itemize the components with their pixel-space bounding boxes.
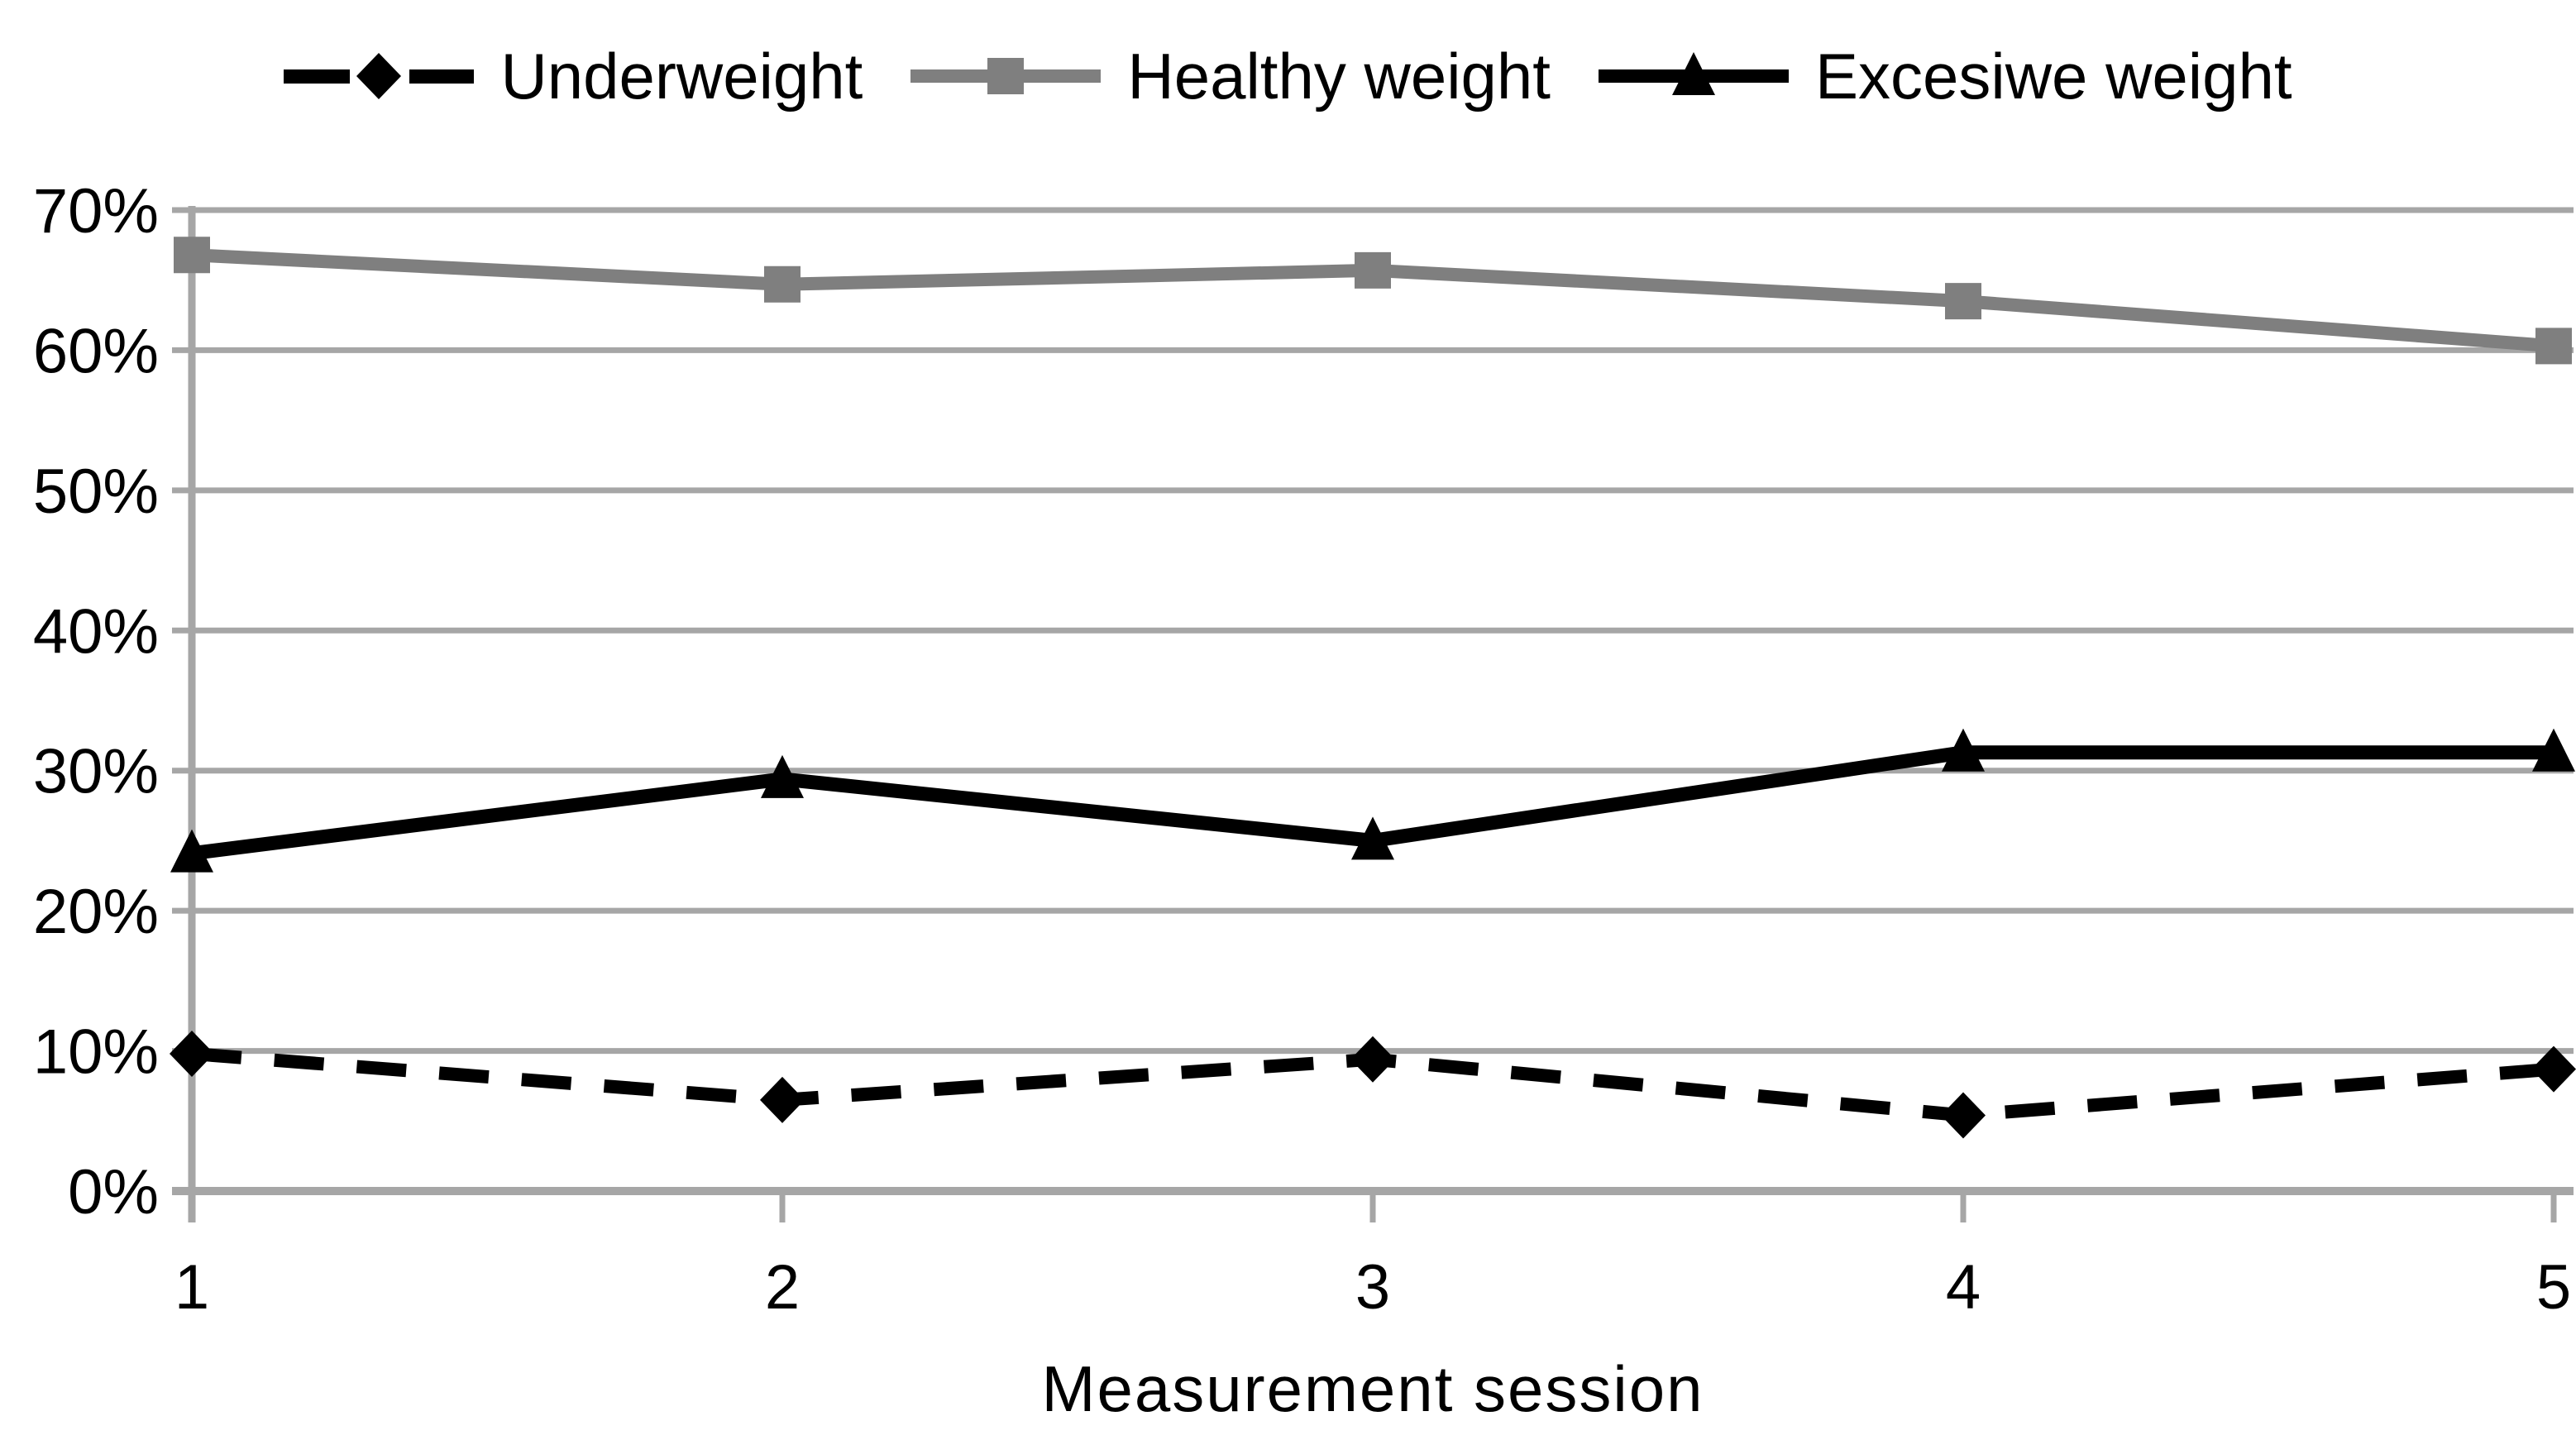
diamond-marker-icon: [1941, 1092, 1986, 1139]
x-axis-tick-label: 2: [765, 1252, 800, 1323]
triangle-marker-icon: [1942, 728, 1985, 772]
triangle-marker-icon: [170, 829, 213, 873]
square-marker-icon: [1945, 283, 1981, 320]
chart-legend: Underweight Healthy weight Excesiwe weig…: [0, 31, 2576, 121]
legend-dash: [284, 69, 351, 84]
diamond-marker-icon: [2531, 1045, 2576, 1093]
diamond-marker-icon: [356, 53, 402, 99]
series-healthy-weight: [174, 237, 2572, 365]
dashed-line-diamond-marker-icon: [284, 53, 475, 99]
y-axis-tick-label: 60%: [33, 316, 159, 386]
square-marker-icon: [2535, 328, 2572, 365]
y-axis-tick-label: 30%: [33, 737, 159, 807]
square-marker-icon: [1355, 251, 1391, 289]
x-axis-tick-label: 5: [2536, 1252, 2571, 1323]
solid-line-square-marker-icon: [910, 58, 1102, 94]
square-marker-icon: [174, 237, 210, 274]
series-excesiwe-weight: [170, 728, 2575, 873]
legend-label-excessive-weight: Excesiwe weight: [1814, 39, 2292, 112]
triangle-marker-icon: [1671, 52, 1715, 95]
y-axis-tick-label: 20%: [33, 877, 159, 947]
triangle-marker-icon: [1351, 816, 1394, 860]
diamond-marker-icon: [170, 1030, 214, 1077]
triangle-marker-icon: [2532, 728, 2575, 772]
data-series: [170, 237, 2576, 1139]
square-marker-icon: [987, 58, 1025, 94]
gridlines: [172, 207, 2574, 1195]
legend-item-healthy-weight: Healthy weight: [910, 31, 1551, 121]
y-axis-tick-label: 70%: [33, 176, 159, 246]
y-axis-tick-label: 0%: [68, 1157, 159, 1227]
legend-label-healthy-weight: Healthy weight: [1127, 39, 1551, 112]
x-axis-tick-label: 4: [1946, 1252, 1981, 1323]
x-axis-title: Measurement session: [1041, 1352, 1704, 1425]
diamond-marker-icon: [760, 1076, 805, 1123]
legend-dash: [409, 69, 475, 84]
y-axis-tick-label: 40%: [33, 596, 159, 667]
y-axis-tick-label: 10%: [33, 1017, 159, 1088]
y-axis-tick-label: 50%: [33, 457, 159, 527]
diamond-marker-icon: [1350, 1036, 1395, 1083]
legend-label-underweight: Underweight: [500, 39, 863, 112]
x-axis-tick-label: 1: [174, 1252, 209, 1323]
x-axis-tick-labels: 1 2 3 4 5: [174, 1252, 2571, 1323]
series-underweight: [170, 1030, 2576, 1139]
legend-item-underweight: Underweight: [284, 31, 863, 121]
square-marker-icon: [764, 266, 801, 303]
triangle-marker-icon: [761, 754, 804, 798]
solid-line-triangle-marker-icon: [1598, 52, 1789, 95]
y-axis-tick-labels: 0% 10% 20% 30% 40% 50% 60% 70%: [33, 176, 159, 1227]
legend-item-excessive-weight: Excesiwe weight: [1598, 31, 2292, 121]
x-axis-tick-label: 3: [1355, 1252, 1390, 1323]
